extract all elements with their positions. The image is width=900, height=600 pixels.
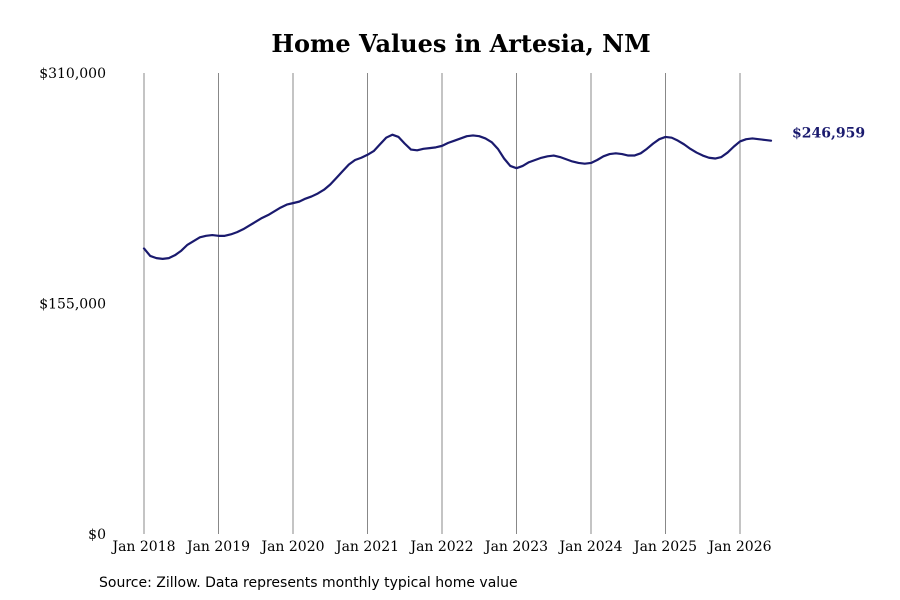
x-tick-label: Jan 2022 [408,539,473,555]
x-tick-label: Jan 2026 [706,539,771,555]
gridlines [143,73,741,534]
series-line [142,133,773,260]
y-tick-label: $310,000 [39,66,106,82]
source-note: Source: Zillow. Data represents monthly … [99,575,518,591]
x-tick-label: Jan 2023 [483,539,548,555]
y-axis-ticks: $0 $155,000 $310,000 [39,66,106,543]
y-tick-label: $155,000 [39,297,106,313]
series-end-label: $246,959 [792,126,865,142]
x-tick-label: Jan 2018 [110,539,175,555]
x-tick-label: Jan 2025 [632,539,697,555]
chart-title: Home Values in Artesia, NM [271,29,650,58]
x-tick-label: Jan 2020 [259,539,324,555]
y-tick-label: $0 [88,527,106,543]
x-axis-ticks: Jan 2018 Jan 2019 Jan 2020 Jan 2021 Jan 2022… [110,539,771,555]
series-layer: $246,959 [142,126,865,260]
x-tick-label: Jan 2021 [334,539,399,555]
x-tick-label: Jan 2019 [185,539,250,555]
x-tick-label: Jan 2024 [557,539,622,555]
